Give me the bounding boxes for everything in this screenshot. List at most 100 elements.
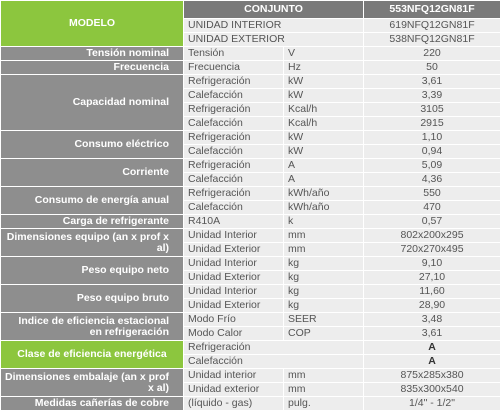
item-unit: kg <box>282 298 365 313</box>
table-row: Modo Calor COP 3,61 <box>1 326 500 341</box>
item-unit: V <box>282 46 365 61</box>
table-row: Tensión nominal Tensión V 220 <box>0 46 500 61</box>
item-name: Refrigeración <box>183 74 284 89</box>
item-name: Unidad exterior <box>183 382 284 397</box>
unit-name: UNIDAD EXTERIOR <box>182 32 365 47</box>
item-unit: kW <box>282 130 365 145</box>
item-name: Frecuencia <box>183 60 284 75</box>
item-value: 720x270x495 <box>363 242 500 257</box>
item-name: Calefacción <box>182 354 365 369</box>
group-label: Dimensiones equipo (an x prof x al) <box>0 228 184 257</box>
item-value: 1/4" - 1/2" <box>363 396 500 411</box>
item-name: Calefacción <box>183 116 284 131</box>
item-value: 802x200x295 <box>363 228 500 243</box>
item-name: (líquido - gas) <box>183 396 284 411</box>
item-name: Modo Frío <box>183 312 284 327</box>
table-row: Frecuencia Frecuencia Hz 50 <box>0 60 500 75</box>
item-value: 27,10 <box>363 270 500 285</box>
item-unit: Kcal/h <box>282 116 365 131</box>
group-label: Corriente <box>0 158 184 187</box>
group-label: Peso equipo neto <box>0 256 184 285</box>
item-unit: kg <box>282 270 365 285</box>
item-name: Calefacción <box>183 172 284 187</box>
item-value: 5,09 <box>363 158 500 173</box>
table-row: Calefacción Kcal/h 2915 <box>1 116 500 131</box>
item-unit: kg <box>282 284 365 299</box>
item-unit: kg <box>282 256 365 271</box>
item-name: Unidad Interior <box>183 228 284 243</box>
item-value: A <box>363 354 500 369</box>
group-label: Indice de eficiencia estacional en refri… <box>0 312 184 341</box>
table-row: Capacidad nominal Refrigeración kW 3,61 <box>0 74 500 131</box>
item-unit: kW <box>282 74 365 89</box>
table-row: UNIDAD INTERIOR 619NFQ12GN81F <box>1 18 500 33</box>
item-value: 3,48 <box>363 312 500 327</box>
item-name: Tensión <box>183 46 284 61</box>
item-value: 2915 <box>363 116 500 131</box>
item-name: Refrigeración <box>183 102 284 117</box>
item-name: Unidad interior <box>183 368 284 383</box>
item-name: Calefacción <box>183 200 284 215</box>
item-name: Modo Calor <box>183 326 284 341</box>
item-unit: A <box>282 158 365 173</box>
item-value: 11,60 <box>363 284 500 299</box>
item-value: A <box>363 340 500 355</box>
item-unit: mm <box>282 368 365 383</box>
item-value: 220 <box>363 46 500 61</box>
group-label: Clase de eficiencia energética <box>0 340 184 369</box>
table-row: MODELO CONJUNTO 553NFQ12GN81F <box>0 0 500 47</box>
table-row: Indice de eficiencia estacional en refri… <box>0 312 500 341</box>
item-value: 1,10 <box>363 130 500 145</box>
group-label: Capacidad nominal <box>0 74 184 131</box>
group-label: Frecuencia <box>0 60 184 75</box>
model-label: MODELO <box>0 0 184 47</box>
item-unit: k <box>282 214 365 229</box>
table-row: Dimensiones equipo (an x prof x al) Unida… <box>0 228 500 257</box>
item-name: Calefacción <box>183 144 284 159</box>
item-name: Unidad Exterior <box>183 270 284 285</box>
table-row: Consumo eléctrico Refrigeración kW 1,10 <box>0 130 500 159</box>
table-row: Calefacción kW 0,94 <box>1 144 500 159</box>
item-value: 0,94 <box>363 144 500 159</box>
set-label: CONJUNTO <box>182 0 365 19</box>
item-value: 0,57 <box>363 214 500 229</box>
group-label: Carga de refrigerante <box>0 214 184 229</box>
table-row: Peso equipo neto Unidad Interior kg 9,10 <box>0 256 500 285</box>
item-name: Refrigeración <box>183 186 284 201</box>
item-value: 835x300x540 <box>363 382 500 397</box>
item-unit: COP <box>282 326 365 341</box>
set-value: 553NFQ12GN81F <box>363 0 500 19</box>
item-name: Unidad Interior <box>183 284 284 299</box>
table-row: Dimensiones embalaje (an x prof x al) Uni… <box>0 368 500 397</box>
item-value: 3,61 <box>363 326 500 341</box>
item-name: Calefacción <box>183 88 284 103</box>
item-unit: mm <box>282 228 365 243</box>
item-name: Refrigeración <box>183 130 284 145</box>
item-value: 470 <box>363 200 500 215</box>
item-value: 3,39 <box>363 88 500 103</box>
group-label: Dimensiones embalaje (an x prof x al) <box>0 368 184 397</box>
item-unit: A <box>282 172 365 187</box>
table-row: Peso equipo bruto Unidad Interior kg 11,60 <box>0 284 500 313</box>
item-value: 4,36 <box>363 172 500 187</box>
item-unit: pulg. <box>282 396 365 411</box>
group-label: Peso equipo bruto <box>0 284 184 313</box>
item-name: Unidad Exterior <box>183 298 284 313</box>
item-unit: kWh/año <box>282 186 365 201</box>
item-value: 9,10 <box>363 256 500 271</box>
item-value: 3105 <box>363 102 500 117</box>
item-unit: Hz <box>282 60 365 75</box>
table-row: Calefacción kW 3,39 <box>1 88 500 103</box>
item-unit: SEER <box>282 312 365 327</box>
table-row: Carga de refrigerante R410A k 0,57 <box>0 214 500 229</box>
item-value: 550 <box>363 186 500 201</box>
unit-model: 538NFQ12GN81F <box>363 32 500 47</box>
group-label: Medidas cañerías de cobre <box>0 396 184 411</box>
item-unit: mm <box>282 242 365 257</box>
table-row: Refrigeración Kcal/h 3105 <box>1 102 500 117</box>
item-name: R410A <box>183 214 284 229</box>
unit-model: 619NFQ12GN81F <box>363 18 500 33</box>
table-row: Clase de eficiencia energética Refrigerac… <box>0 340 500 369</box>
